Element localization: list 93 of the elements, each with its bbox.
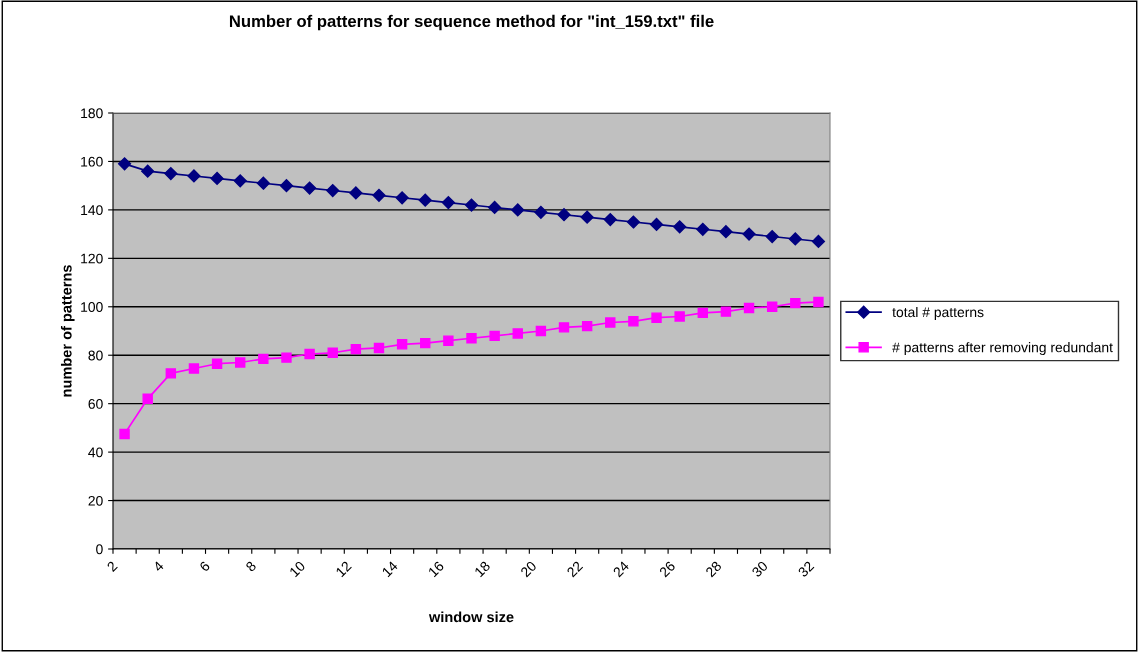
- point: [605, 317, 616, 328]
- point: [303, 181, 317, 195]
- x-tick-label: 8: [245, 560, 257, 573]
- point: [696, 222, 710, 236]
- point: [117, 157, 132, 171]
- x-tick-label: 6: [198, 560, 211, 573]
- y-tick-label: 40: [88, 447, 103, 458]
- point: [258, 353, 269, 365]
- legend-label: # patterns after removing redundant: [892, 342, 1113, 356]
- point: [651, 312, 662, 323]
- point: [443, 335, 454, 346]
- x-tick-label: 30: [751, 560, 769, 578]
- point: [811, 234, 826, 248]
- point: [720, 306, 732, 317]
- point: [673, 220, 687, 234]
- y-tick-label: 100: [81, 302, 103, 312]
- x-axis-title: window size: [428, 611, 514, 623]
- point: [628, 316, 639, 327]
- point: [372, 188, 386, 202]
- point: [373, 342, 385, 354]
- y-axis-title: number of patterns: [60, 265, 75, 397]
- point: [535, 325, 547, 337]
- point: [281, 352, 292, 363]
- point: [279, 179, 294, 193]
- chart-title: Number of patterns for sequence method for "int_159.txt" file: [229, 14, 714, 31]
- point: [649, 217, 664, 232]
- y-tick-label: 20: [88, 495, 103, 506]
- x-tick-label: 28: [705, 560, 723, 578]
- point: [349, 186, 363, 200]
- x-tick-label: 26: [658, 560, 676, 578]
- x-tick-label: 24: [612, 560, 630, 578]
- x-tick-label: 16: [427, 560, 445, 578]
- point: [418, 193, 432, 207]
- point: [119, 428, 130, 440]
- point: [235, 357, 246, 368]
- x-tick-label: 18: [474, 560, 491, 578]
- y-tick-label: 160: [81, 156, 103, 167]
- point: [165, 368, 177, 379]
- y-tick-label: 180: [81, 108, 103, 119]
- point: [511, 203, 525, 217]
- point: [164, 166, 178, 181]
- point: [581, 320, 593, 332]
- point: [327, 347, 338, 359]
- point: [512, 328, 523, 339]
- point: [765, 229, 779, 244]
- point: [558, 322, 570, 333]
- point: [697, 307, 708, 319]
- point: [788, 232, 802, 246]
- point: [489, 330, 500, 342]
- point: [188, 363, 200, 374]
- x-tick-label: 32: [797, 560, 815, 578]
- point: [326, 183, 340, 198]
- point: [488, 200, 502, 215]
- point: [674, 311, 685, 322]
- y-tick-label: 120: [81, 253, 103, 264]
- point: [464, 198, 479, 212]
- point: [534, 205, 548, 219]
- x-tick-label: 22: [566, 560, 584, 578]
- point: [603, 212, 617, 227]
- point: [233, 174, 247, 188]
- point: [441, 196, 455, 210]
- point: [396, 339, 408, 350]
- x-tick-label: 14: [381, 560, 399, 578]
- y-tick-label: 60: [88, 399, 103, 409]
- x-tick-label: 12: [335, 560, 352, 578]
- point: [580, 210, 594, 224]
- y-tick-label: 140: [81, 205, 103, 216]
- point: [304, 348, 315, 360]
- legend-label: total # patterns: [892, 306, 984, 320]
- point: [743, 302, 755, 314]
- point: [141, 164, 155, 178]
- y-tick-label: 80: [88, 350, 103, 361]
- x-tick-label: 10: [289, 560, 306, 578]
- point: [466, 333, 477, 344]
- point: [211, 358, 223, 369]
- point: [395, 191, 409, 205]
- x-tick-label: 4: [152, 560, 165, 573]
- point: [142, 393, 153, 405]
- point: [813, 296, 824, 308]
- point: [420, 337, 431, 349]
- point: [626, 215, 640, 229]
- x-tick-label: 2: [106, 560, 118, 572]
- y-tick-label: 0: [96, 544, 103, 555]
- point: [350, 343, 362, 355]
- x-tick-label: 20: [520, 560, 538, 578]
- point: [187, 169, 201, 183]
- point: [210, 171, 224, 185]
- point: [742, 227, 756, 241]
- point: [766, 301, 778, 312]
- point: [557, 208, 571, 222]
- point: [790, 297, 801, 309]
- point: [719, 225, 733, 239]
- point: [256, 176, 270, 190]
